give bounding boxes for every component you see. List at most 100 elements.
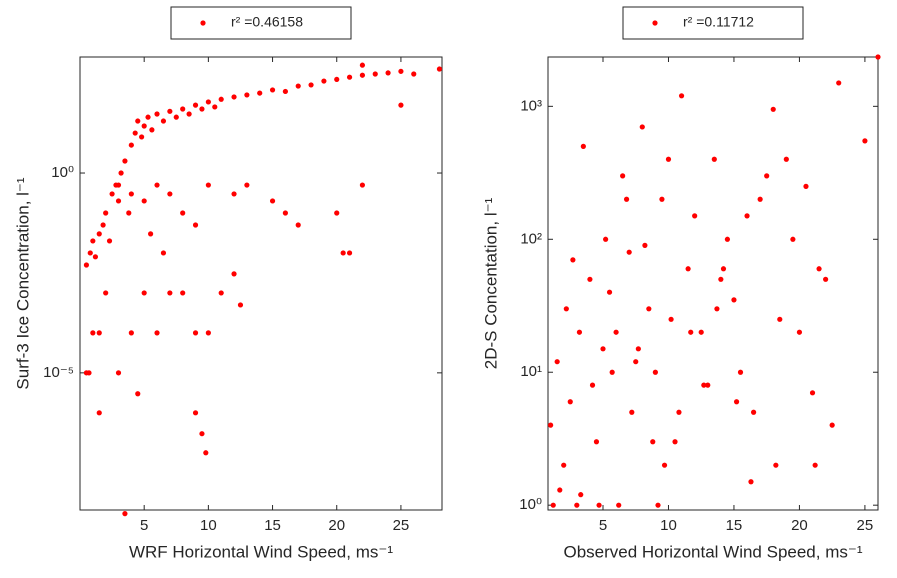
point bbox=[705, 382, 711, 388]
point bbox=[244, 182, 250, 188]
legend-label: r² =0.11712 bbox=[683, 14, 754, 30]
point bbox=[672, 439, 678, 445]
point bbox=[744, 213, 750, 219]
point bbox=[692, 213, 698, 219]
point bbox=[145, 114, 151, 120]
point bbox=[372, 71, 378, 77]
point bbox=[655, 502, 661, 508]
point bbox=[748, 479, 754, 485]
point bbox=[359, 62, 366, 68]
point bbox=[359, 72, 366, 78]
point bbox=[606, 289, 613, 295]
point bbox=[676, 409, 682, 415]
point bbox=[796, 329, 803, 335]
point bbox=[557, 487, 563, 493]
point bbox=[613, 329, 619, 335]
point bbox=[596, 502, 602, 508]
x-tick-label: 25 bbox=[393, 517, 410, 534]
point bbox=[737, 369, 744, 375]
point bbox=[128, 330, 134, 336]
point bbox=[609, 369, 615, 375]
point bbox=[167, 191, 173, 197]
point bbox=[436, 66, 443, 72]
point bbox=[639, 124, 645, 130]
point bbox=[231, 271, 237, 277]
point bbox=[118, 170, 124, 176]
point bbox=[212, 104, 218, 110]
legend-marker bbox=[652, 20, 658, 26]
point bbox=[218, 290, 224, 296]
axes-box bbox=[547, 56, 879, 511]
point bbox=[803, 183, 809, 189]
point bbox=[148, 231, 154, 237]
point bbox=[160, 250, 167, 256]
point bbox=[398, 68, 404, 74]
point bbox=[199, 431, 205, 437]
point bbox=[620, 173, 626, 179]
point bbox=[563, 306, 569, 312]
point bbox=[103, 290, 109, 296]
y-axis-label: Surf-3 Ice Concentration, l⁻¹ bbox=[13, 177, 32, 389]
point bbox=[100, 222, 106, 228]
point bbox=[731, 297, 737, 303]
point bbox=[829, 422, 835, 428]
x-tick-label: 20 bbox=[328, 517, 345, 534]
point bbox=[295, 222, 301, 228]
point bbox=[122, 511, 128, 517]
point bbox=[180, 290, 186, 296]
point bbox=[115, 198, 122, 204]
point bbox=[205, 99, 211, 105]
point bbox=[115, 182, 122, 188]
point bbox=[816, 266, 822, 272]
point bbox=[115, 370, 122, 376]
point bbox=[83, 262, 90, 268]
point bbox=[106, 238, 113, 244]
x-tick-label: 10 bbox=[200, 517, 217, 534]
point bbox=[593, 439, 600, 445]
point bbox=[180, 210, 186, 216]
point bbox=[160, 118, 167, 124]
point bbox=[87, 250, 93, 256]
point bbox=[244, 92, 250, 98]
point bbox=[231, 94, 237, 100]
point bbox=[574, 502, 580, 508]
point bbox=[633, 359, 639, 365]
point bbox=[231, 191, 237, 197]
point bbox=[603, 236, 609, 242]
point bbox=[199, 106, 205, 112]
point bbox=[790, 236, 796, 242]
y-tick-label: 10⁰ bbox=[51, 164, 74, 181]
point bbox=[282, 88, 288, 95]
point bbox=[642, 242, 648, 248]
point bbox=[186, 111, 192, 117]
point bbox=[661, 462, 668, 468]
point bbox=[567, 399, 573, 405]
x-tick-label: 20 bbox=[791, 517, 808, 534]
point bbox=[295, 83, 301, 89]
point bbox=[257, 90, 263, 96]
y-tick-label: 10² bbox=[520, 230, 542, 247]
x-tick-label: 10 bbox=[660, 517, 677, 534]
x-tick-label: 5 bbox=[599, 517, 607, 534]
point bbox=[308, 82, 314, 88]
point bbox=[616, 502, 622, 508]
point bbox=[777, 316, 783, 322]
point bbox=[685, 266, 691, 272]
point bbox=[623, 196, 630, 202]
point bbox=[764, 173, 770, 179]
point bbox=[701, 382, 707, 388]
x-tick-label: 15 bbox=[726, 517, 743, 534]
point bbox=[652, 369, 658, 375]
point bbox=[600, 346, 606, 352]
point bbox=[875, 54, 881, 60]
point bbox=[836, 80, 842, 86]
point bbox=[192, 330, 199, 336]
point bbox=[733, 399, 740, 405]
legend-marker bbox=[200, 20, 206, 26]
point bbox=[589, 382, 596, 388]
point bbox=[554, 359, 560, 365]
point bbox=[587, 276, 593, 282]
point bbox=[550, 502, 556, 508]
point bbox=[205, 330, 211, 336]
point bbox=[783, 156, 789, 162]
